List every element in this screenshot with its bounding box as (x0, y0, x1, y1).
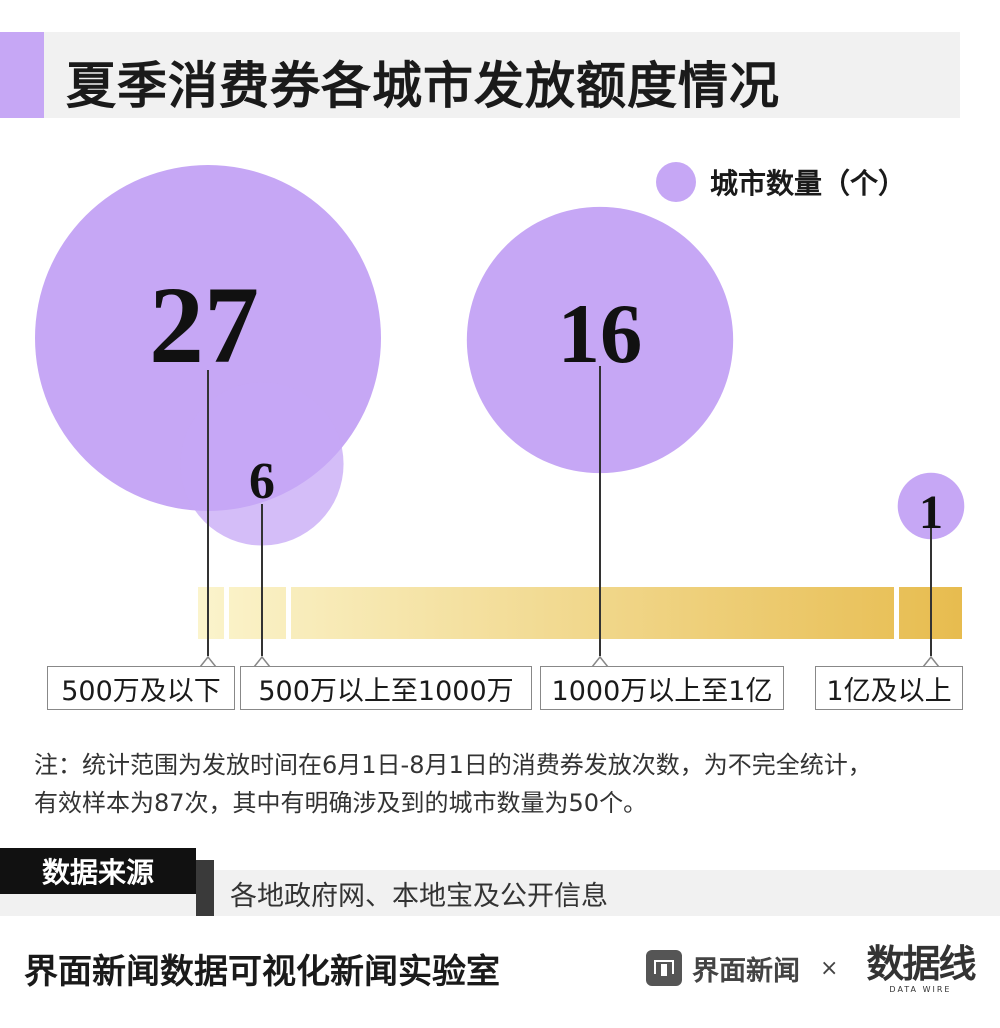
legend: 城市数量（个） (656, 160, 906, 204)
jiemian-logo-icon (646, 950, 682, 986)
category-label-2: 500万以上至1000万 (240, 666, 532, 710)
bubble-value-1: 27 (149, 264, 259, 386)
datawire-logo: 数据线 DATA WIRE (866, 941, 976, 994)
legend-label: 城市数量（个） (710, 167, 907, 200)
bubble-2 (180, 382, 344, 546)
bubble-4 (897, 472, 965, 540)
axis-gap-1 (224, 587, 229, 639)
leader-notch-1 (199, 655, 217, 668)
leader-notch-2 (253, 655, 271, 668)
footer-brands: 界面新闻 × 数据线 DATA WIRE (646, 934, 976, 1002)
category-label-3: 1000万以上至1亿 (540, 666, 784, 710)
category-label-1: 500万及以下 (47, 666, 235, 710)
axis-bar (198, 587, 962, 639)
leader-notch-4 (922, 655, 940, 668)
title-accent (0, 32, 44, 118)
page-title: 夏季消费券各城市发放额度情况 (66, 57, 780, 115)
datawire-logo-subtext: DATA WIRE (889, 984, 952, 994)
note-line-1: 注：统计范围为发放时间在6月1日-8月1日的消费券发放次数，为不完全统计， (34, 751, 872, 779)
source-text: 各地政府网、本地宝及公开信息 (230, 881, 608, 912)
source-fold (196, 860, 214, 916)
source-label: 数据来源 (0, 848, 196, 894)
category-label-4: 1亿及以上 (815, 666, 963, 710)
brand-separator: × (820, 955, 839, 981)
bubble-3 (466, 206, 734, 474)
datawire-logo-text: 数据线 (866, 941, 976, 986)
title-band (0, 32, 960, 118)
bubble-value-2: 6 (249, 453, 275, 510)
axis-gap-2 (286, 587, 291, 639)
note-line-2: 有效样本为87次，其中有明确涉及到的城市数量为50个。 (34, 789, 648, 817)
footer-lab-name: 界面新闻数据可视化新闻实验室 (24, 952, 500, 992)
bubble-value-3: 16 (558, 288, 643, 381)
legend-swatch (656, 162, 696, 202)
bubble-value-4: 1 (919, 486, 943, 539)
brand-jiemian: 界面新闻 (692, 955, 800, 987)
leader-notch-3 (591, 655, 609, 668)
chart-note: 注：统计范围为发放时间在6月1日-8月1日的消费券发放次数，为不完全统计， 有效… (34, 746, 974, 822)
axis-gap-3 (894, 587, 899, 639)
bubble-chart: 27 6 16 1 (35, 165, 965, 668)
